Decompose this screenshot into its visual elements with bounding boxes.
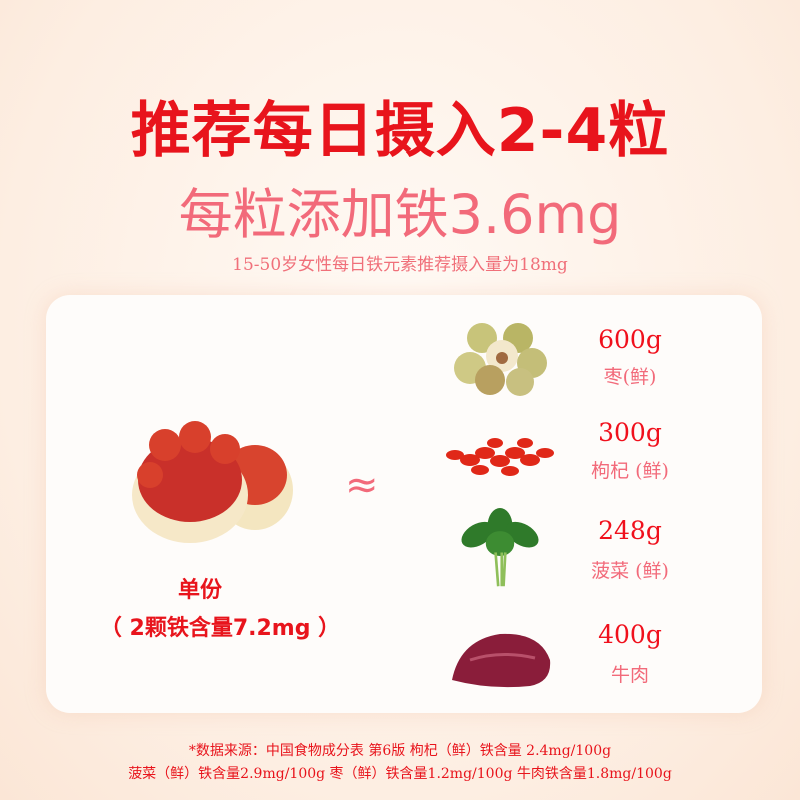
beef-image [452,633,551,688]
food-name: 菠菜 (鲜) [591,560,669,582]
food-amount: 300g [598,418,662,447]
food-amount: 600g [598,325,662,354]
serving-label: 单份 [177,578,222,603]
subheadline: 每粒添加铁3.6mg [178,183,622,246]
approx-symbol: ≈ [345,462,379,508]
food-amount: 400g [598,620,662,649]
food-name: 枣(鲜) [603,366,657,388]
food-name: 枸杞 (鲜) [591,460,669,482]
footnote-line-2: 菠菜（鲜）铁含量2.9mg/100g 枣（鲜）铁含量1.2mg/100g 牛肉铁… [128,766,672,782]
serving-detail: （ 2颗铁含量7.2mg ） [99,616,341,641]
headline: 推荐每日摄入2-4粒 [130,96,670,166]
jujube-image [454,323,547,396]
recommendation-note: 15-50岁女性每日铁元素推荐摄入量为18mg [232,255,568,275]
food-name: 牛肉 [610,664,649,686]
footnote-line-1: *数据来源：中国食物成分表 第6版 枸杞（鲜）铁含量 2.4mg/100g [188,743,612,759]
spinach-image [461,508,539,587]
food-amount: 248g [598,516,662,545]
gummy-image [132,421,293,543]
goji-image [446,438,554,476]
